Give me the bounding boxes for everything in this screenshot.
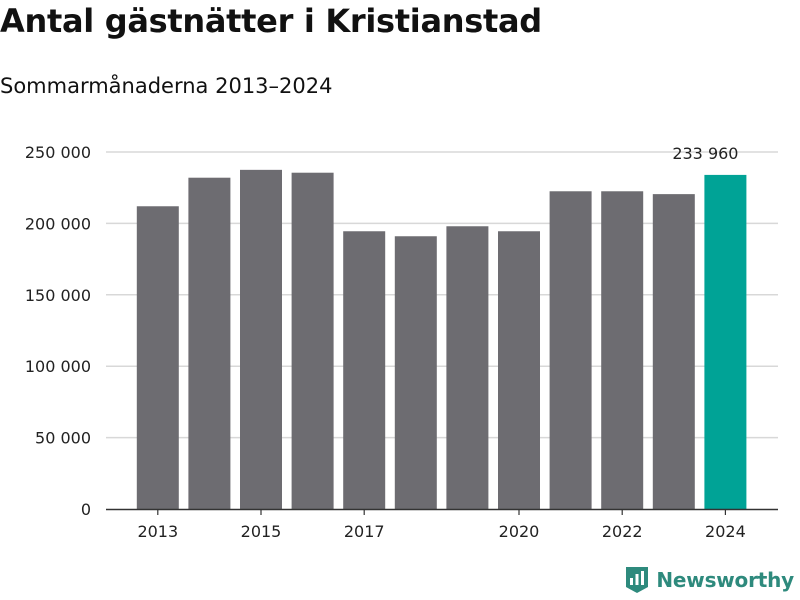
- bar-2015: [240, 169, 282, 509]
- data-label-2024: 233 960: [672, 144, 738, 163]
- x-tick-label: 2017: [344, 522, 385, 541]
- bar-2018: [394, 236, 437, 509]
- x-tick-label: 2024: [705, 522, 746, 541]
- newsworthy-logo-icon: [626, 567, 649, 593]
- bar-2013: [136, 206, 179, 509]
- bar-2019: [446, 226, 489, 510]
- data-labels: 233 960: [672, 144, 738, 163]
- bar-2016: [291, 172, 334, 509]
- x-axis-ticks: [157, 509, 727, 515]
- x-tick-label: 2013: [137, 522, 178, 541]
- bar-2022: [601, 191, 644, 509]
- brand-logo: Newsworthy: [624, 565, 794, 595]
- bars: [136, 169, 747, 510]
- x-tick-label: 2020: [499, 522, 540, 541]
- y-tick-label: 150 000: [25, 286, 91, 305]
- x-tick-label: 2015: [241, 522, 282, 541]
- x-tick-label: 2022: [602, 522, 643, 541]
- bar-2017: [343, 231, 386, 509]
- y-tick-label: 50 000: [35, 429, 91, 448]
- brand-name: Newsworthy: [656, 568, 794, 592]
- bar-2014: [188, 177, 231, 510]
- x-axis-tick-labels: 2013 2015 2017 2020 2022 2024: [137, 522, 745, 541]
- bar-2023: [652, 194, 695, 509]
- chart-subtitle: Sommarmånaderna 2013–2024: [0, 74, 333, 98]
- y-axis-tick-labels: 0 50 000 100 000 150 000 200 000 250 000: [25, 143, 91, 519]
- bar-2021: [549, 191, 592, 509]
- y-tick-label: 0: [81, 500, 91, 519]
- bar-2020: [498, 231, 540, 509]
- y-tick-label: 200 000: [25, 214, 91, 233]
- y-tick-label: 250 000: [25, 143, 91, 162]
- bar-2024: [704, 174, 747, 509]
- chart-title: Antal gästnätter i Kristianstad: [0, 2, 542, 40]
- y-tick-label: 100 000: [25, 357, 91, 376]
